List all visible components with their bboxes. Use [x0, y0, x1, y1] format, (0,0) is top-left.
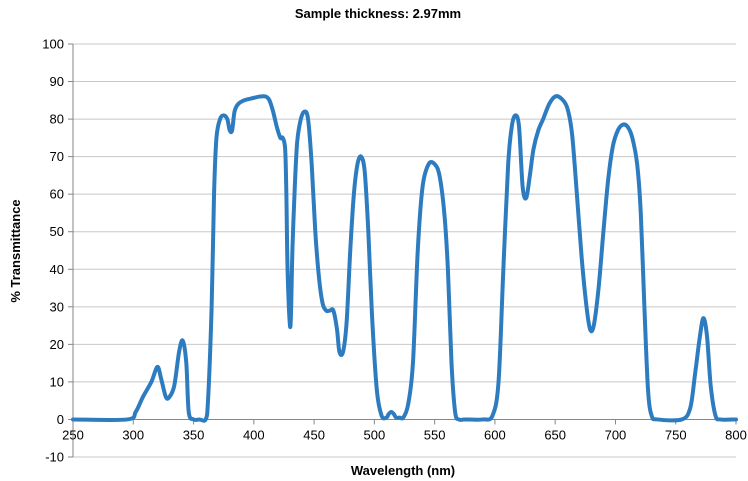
x-tick-label: 450	[303, 427, 325, 442]
y-tick-label: 20	[50, 337, 64, 352]
x-tick-label: 300	[122, 427, 144, 442]
y-axis-title: % Transmittance	[8, 199, 23, 302]
y-tick-label: 60	[50, 187, 64, 202]
y-tick-label: 50	[50, 224, 64, 239]
x-tick-label: 800	[725, 427, 747, 442]
axes	[68, 43, 737, 458]
y-tick-label: 0	[57, 412, 64, 427]
x-tick-label: 550	[424, 427, 446, 442]
x-tick-label: 700	[605, 427, 627, 442]
series-line-0	[71, 94, 738, 423]
x-tick-label: 650	[544, 427, 566, 442]
chart-title: Sample thickness: 2.97mm	[295, 6, 461, 21]
y-tick-label: 100	[42, 37, 64, 52]
y-tick-label: 90	[50, 74, 64, 89]
x-tick-label: 250	[62, 427, 84, 442]
x-axis-title: Wavelength (nm)	[351, 463, 455, 478]
x-tick-label: 400	[243, 427, 265, 442]
y-tick-label: 30	[50, 299, 64, 314]
tick-labels: -10 0 10 20 30 40 50 60 70 80 90 100 250 300 350 400 450…	[42, 37, 747, 465]
x-tick-label: 600	[484, 427, 506, 442]
series-layer	[71, 94, 738, 423]
x-tick-label: 500	[364, 427, 386, 442]
x-tick-label: 350	[183, 427, 205, 442]
y-tick-label: -10	[45, 450, 64, 465]
y-tick-label: 80	[50, 112, 64, 127]
y-tick-label: 40	[50, 262, 64, 277]
x-tick-label: 750	[665, 427, 687, 442]
y-tick-label: 70	[50, 149, 64, 164]
y-tick-label: 10	[50, 374, 64, 389]
